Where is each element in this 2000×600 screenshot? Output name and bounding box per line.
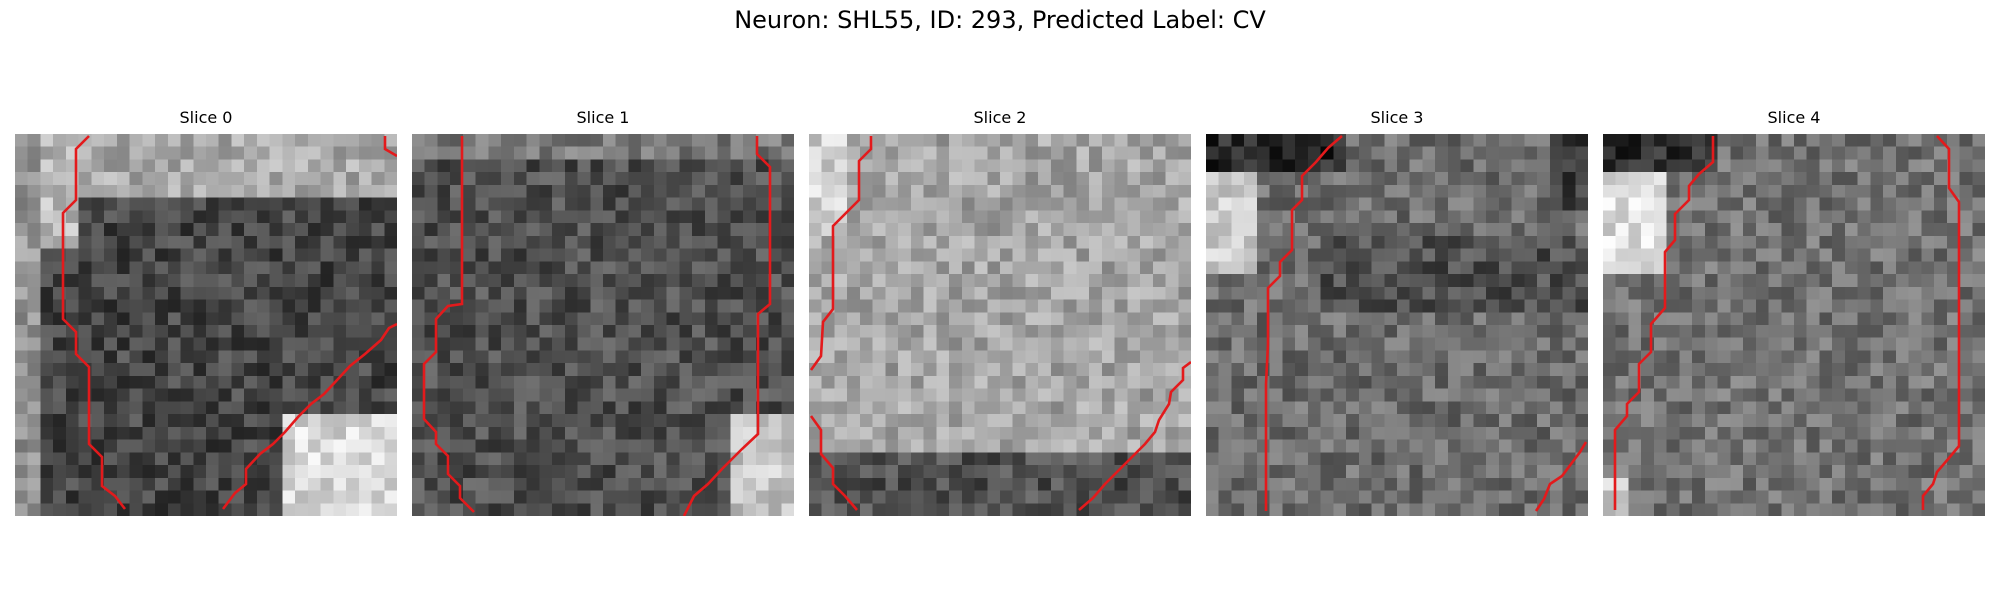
slice-image-0 (15, 134, 397, 516)
slice-image-2 (809, 134, 1191, 516)
contour-left-0 (61, 135, 127, 510)
slice-heatmap-4 (1603, 134, 1985, 516)
contour-overlay-4 (1613, 135, 1961, 510)
contour-right-1 (682, 136, 772, 516)
contour-overlay-3 (1264, 135, 1588, 512)
slice-image-4 (1603, 134, 1985, 516)
contour-left-4 (1613, 136, 1715, 510)
slice-title-2: Slice 2 (973, 108, 1027, 127)
contour-left-3 (1264, 135, 1343, 511)
contour-bottomleft-2 (809, 415, 858, 511)
slice-panel-2: Slice 2 (809, 108, 1191, 516)
contour-topright-0 (383, 136, 397, 158)
contour-bottomright-2 (1078, 360, 1191, 511)
contour-left-2 (809, 136, 873, 371)
contour-overlay-2 (809, 136, 1191, 511)
slice-panel-1: Slice 1 (412, 108, 794, 516)
slice-heatmap-1 (412, 134, 794, 516)
slice-title-4: Slice 4 (1767, 108, 1821, 127)
slice-panel-0: Slice 0 (15, 108, 397, 516)
slice-heatmap-0 (15, 134, 397, 516)
slice-heatmap-3 (1206, 134, 1588, 516)
contour-bottomright-3 (1534, 441, 1588, 512)
slice-image-1 (412, 134, 794, 516)
contour-right-4 (1921, 135, 1961, 510)
slice-panel-4: Slice 4 (1603, 108, 1985, 516)
slice-panel-3: Slice 3 (1206, 108, 1588, 516)
contour-left-1 (422, 136, 475, 513)
slice-title-0: Slice 0 (179, 108, 233, 127)
slice-image-3 (1206, 134, 1588, 516)
contour-overlay-0 (61, 135, 397, 510)
slice-title-3: Slice 3 (1370, 108, 1424, 127)
contour-right-0 (221, 322, 397, 510)
contour-overlay-1 (422, 136, 772, 516)
slice-title-1: Slice 1 (576, 108, 630, 127)
figure-title: Neuron: SHL55, ID: 293, Predicted Label:… (734, 6, 1266, 34)
slice-heatmap-2 (809, 134, 1191, 516)
